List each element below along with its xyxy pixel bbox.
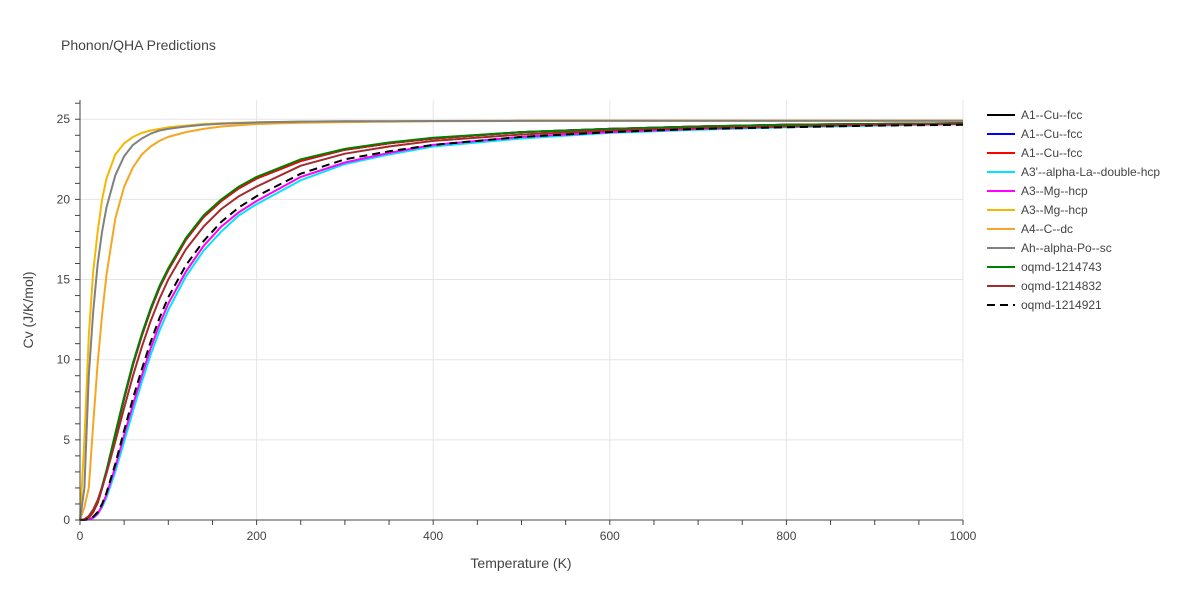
x-tick-label: 800 bbox=[776, 529, 796, 543]
legend-item[interactable]: Ah--alpha-Po--sc bbox=[987, 241, 1112, 255]
series-line-3[interactable] bbox=[79, 122, 964, 521]
x-tick-label: 1000 bbox=[950, 529, 977, 543]
series-line-9[interactable] bbox=[79, 122, 964, 521]
series-line-4[interactable] bbox=[80, 123, 964, 521]
series-line-7[interactable] bbox=[79, 119, 963, 521]
legend-item[interactable]: A4--C--dc bbox=[987, 222, 1073, 236]
x-tick-label: 400 bbox=[423, 529, 443, 543]
series-line-5[interactable] bbox=[80, 123, 964, 521]
x-tick-label: 600 bbox=[600, 529, 620, 543]
legend-label: A1--Cu--fcc bbox=[1021, 108, 1082, 122]
y-tick-label: 20 bbox=[57, 192, 71, 206]
series-line-8[interactable] bbox=[79, 119, 963, 521]
legend-item[interactable]: oqmd-1214743 bbox=[987, 260, 1102, 274]
legend-item[interactable]: A1--Cu--fcc bbox=[987, 146, 1082, 160]
legend-item[interactable]: A3--Mg--hcp bbox=[987, 184, 1088, 198]
y-tick-label: 10 bbox=[57, 353, 71, 367]
legend-label: A4--C--dc bbox=[1021, 222, 1073, 236]
legend-label: A3'--alpha-La--double-hcp bbox=[1021, 165, 1160, 179]
series-line-1[interactable] bbox=[79, 122, 964, 521]
x-tick-label: 200 bbox=[247, 529, 267, 543]
legend-label: oqmd-1214743 bbox=[1021, 260, 1102, 274]
x-tick-label: 0 bbox=[77, 529, 84, 543]
legend-item[interactable]: A3'--alpha-La--double-hcp bbox=[987, 165, 1160, 179]
y-axis-title: Cv (J/K/mol) bbox=[20, 272, 36, 349]
series-line-11[interactable] bbox=[80, 123, 964, 521]
legend-item[interactable]: oqmd-1214921 bbox=[987, 298, 1102, 312]
y-tick-label: 25 bbox=[57, 112, 71, 126]
legend-label: oqmd-1214921 bbox=[1021, 298, 1102, 312]
series-line-6[interactable] bbox=[79, 119, 963, 521]
legend-item[interactable]: A1--Cu--fcc bbox=[987, 127, 1082, 141]
legend-label: A1--Cu--fcc bbox=[1021, 146, 1082, 160]
legend-label: A1--Cu--fcc bbox=[1021, 127, 1082, 141]
y-tick-label: 5 bbox=[63, 433, 70, 447]
grid bbox=[80, 100, 964, 520]
legend-item[interactable]: oqmd-1214832 bbox=[987, 279, 1102, 293]
legend[interactable]: A1--Cu--fcc A1--Cu--fcc A1--Cu--fcc A3'--al… bbox=[987, 108, 1160, 312]
y-tick-label: 15 bbox=[57, 273, 71, 287]
legend-item[interactable]: A3--Mg--hcp bbox=[987, 203, 1088, 217]
axes: 0 200 400 600 800 1000 0 5 10 15 20 25 bbox=[57, 100, 977, 543]
legend-label: A3--Mg--hcp bbox=[1021, 184, 1088, 198]
x-axis-title: Temperature (K) bbox=[470, 555, 571, 571]
legend-item[interactable]: A1--Cu--fcc bbox=[987, 108, 1082, 122]
chart-title: Phonon/QHA Predictions bbox=[61, 37, 216, 53]
legend-label: oqmd-1214832 bbox=[1021, 279, 1102, 293]
legend-label: A3--Mg--hcp bbox=[1021, 203, 1088, 217]
y-tick-label: 0 bbox=[63, 513, 70, 527]
legend-label: Ah--alpha-Po--sc bbox=[1021, 241, 1112, 255]
series-line-10[interactable] bbox=[79, 123, 964, 521]
plot-area bbox=[79, 119, 964, 521]
series-line-2[interactable] bbox=[79, 122, 964, 521]
